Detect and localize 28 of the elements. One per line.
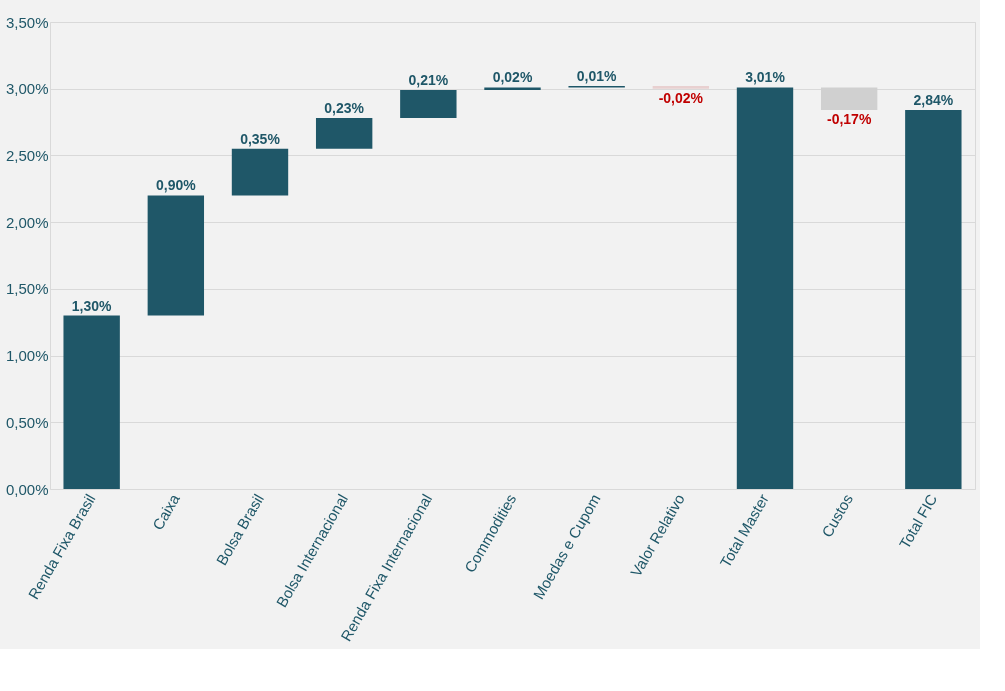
bar (652, 86, 710, 89)
bar (905, 110, 962, 489)
data-label: 0,35% (240, 130, 281, 147)
data-label: 2,84% (913, 92, 954, 109)
data-label: -0,17% (826, 111, 872, 128)
data-label: -0,02% (658, 89, 704, 106)
bar (400, 90, 457, 119)
data-label: 1,30% (71, 297, 113, 314)
y-tick-label: 3,50% (5, 13, 49, 31)
data-label: 0,23% (324, 100, 365, 117)
y-tick-label: 3,00% (5, 80, 49, 98)
data-label: 0,90% (155, 177, 197, 194)
data-label: 0,02% (492, 69, 533, 86)
bar (231, 148, 289, 196)
bar (736, 87, 794, 489)
y-tick-label: 0,50% (5, 413, 49, 431)
bar (63, 315, 120, 489)
data-label: 3,01% (745, 69, 786, 86)
y-tick-label: 2,50% (5, 146, 49, 164)
y-tick-label: 0,00% (5, 480, 49, 498)
y-tick-label: 1,50% (5, 280, 49, 298)
data-label: 0,01% (576, 68, 618, 85)
y-tick-label: 1,00% (5, 347, 49, 365)
bar (484, 87, 541, 91)
bar (147, 195, 205, 316)
y-tick-label: 2,00% (5, 213, 49, 231)
bar (315, 118, 373, 149)
data-label: 0,21% (408, 72, 449, 89)
